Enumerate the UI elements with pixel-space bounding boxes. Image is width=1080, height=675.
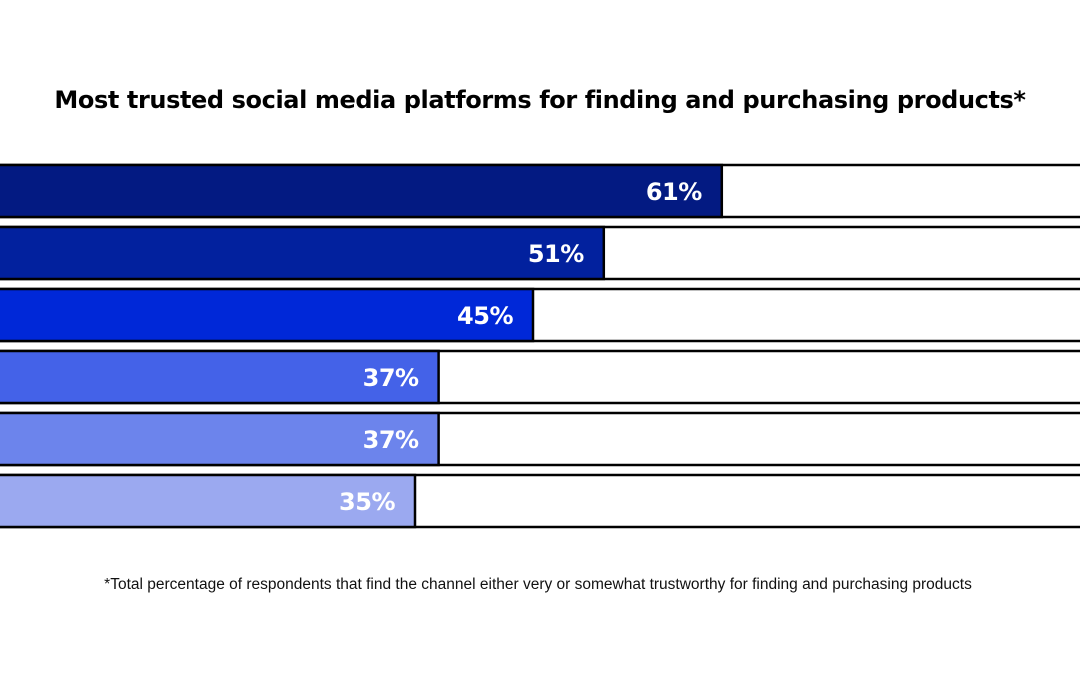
bar-value-label: 45% xyxy=(457,302,513,330)
bar-row: 35% xyxy=(0,473,1080,529)
chart-footnote: *Total percentage of respondents that fi… xyxy=(104,576,972,593)
bar-row: 61% xyxy=(0,163,1080,219)
bar-value-label: 35% xyxy=(339,488,395,516)
bar xyxy=(0,287,535,343)
bar xyxy=(0,225,606,281)
bar-row: 37% xyxy=(0,411,1080,467)
bar xyxy=(0,473,417,529)
bar-row: 37% xyxy=(0,349,1080,405)
chart-title: Most trusted social media platforms for … xyxy=(54,86,1026,114)
bar-row: 51% xyxy=(0,225,1080,281)
bar-value-label: 61% xyxy=(646,178,702,206)
bars-layer: 61% 51% 45% 37% 37% 35% xyxy=(0,163,1080,529)
bar xyxy=(0,411,440,467)
bar xyxy=(0,349,440,405)
bar-value-label: 51% xyxy=(528,240,584,268)
bar-row: 45% xyxy=(0,287,1080,343)
bar-value-label: 37% xyxy=(363,364,419,392)
bar-value-label: 37% xyxy=(363,426,419,454)
bar xyxy=(0,163,724,219)
